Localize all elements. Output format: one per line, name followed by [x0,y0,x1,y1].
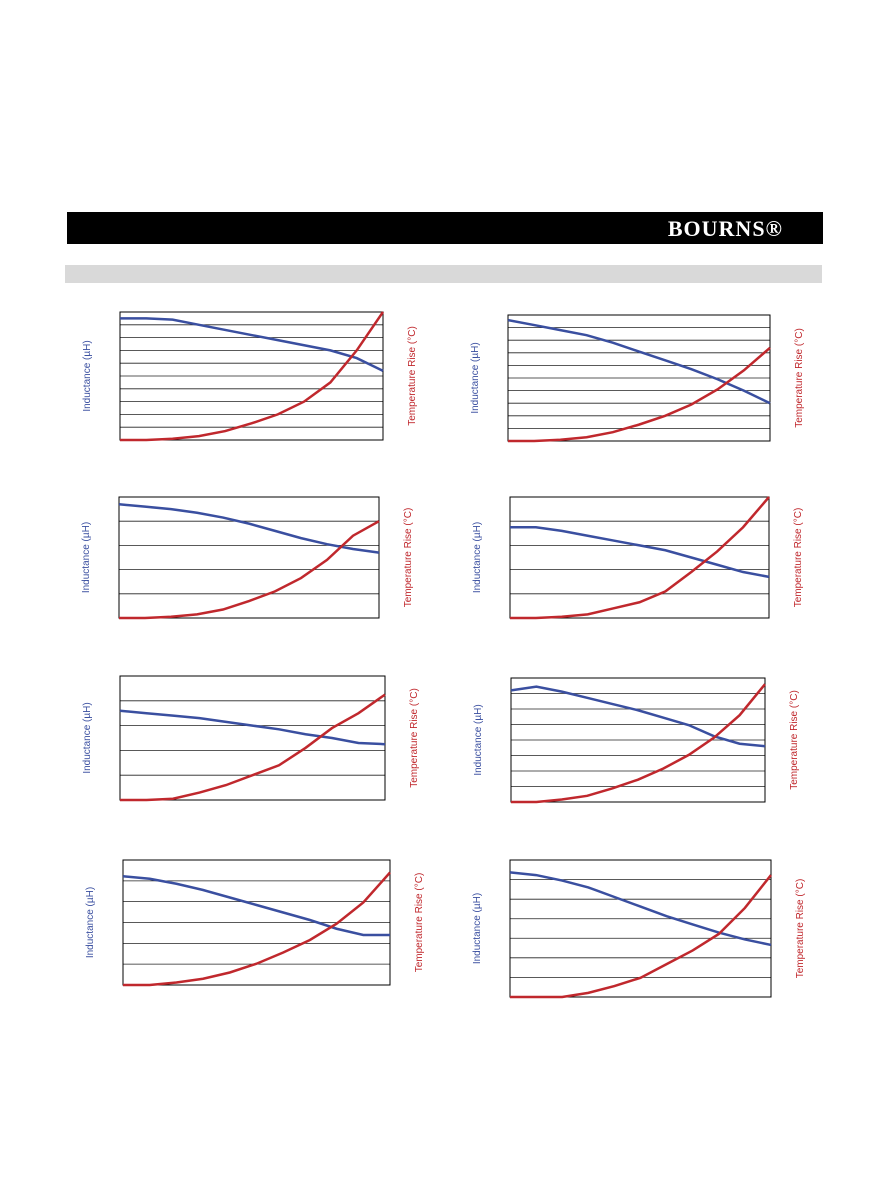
series-line [118,503,380,554]
series-line [120,311,385,442]
logo: BOURNS® [667,216,783,241]
plot-frame [119,311,384,441]
series-line [119,520,380,620]
y-axis-label: Inductance (µH) [82,702,93,773]
y2-axis-label: Temperature Rise (°C) [789,690,800,790]
plot-frame [118,496,380,619]
y2-axis-label: Temperature Rise (°C) [409,688,420,788]
plot-frame [509,859,772,998]
plot-frame [510,677,766,803]
series-line [123,871,391,987]
series-line [510,874,772,999]
series-line [122,875,390,937]
y-axis-label: Inductance (µH) [472,893,483,964]
series-line [510,685,766,748]
y-axis-label: Inductance (µH) [472,522,483,593]
header-bar: BOURNS® [67,212,823,244]
section-bar [65,265,822,283]
plot-frame [122,859,391,986]
y2-axis-label: Temperature Rise (°C) [795,879,806,979]
y-axis-label: Inductance (µH) [85,887,96,958]
y2-axis-label: Temperature Rise (°C) [794,328,805,428]
series-line [509,871,772,947]
series-line [510,496,770,620]
y-axis-label: Inductance (µH) [81,522,92,593]
plot-frame [507,314,771,442]
y2-axis-label: Temperature Rise (°C) [793,508,804,608]
series-line [120,317,384,373]
series-line [119,709,386,746]
plot-frame [119,675,386,801]
series-line [510,526,770,579]
y-axis-label: Inductance (µH) [470,342,481,413]
plot-frame [509,496,770,619]
series-line [120,693,386,802]
y2-axis-label: Temperature Rise (°C) [403,508,414,608]
series-line [508,346,771,443]
y-axis-label: Inductance (µH) [82,340,93,411]
y2-axis-label: Temperature Rise (°C) [407,326,418,426]
series-line [511,683,766,804]
y-axis-label: Inductance (µH) [473,704,484,775]
y2-axis-label: Temperature Rise (°C) [414,873,425,973]
